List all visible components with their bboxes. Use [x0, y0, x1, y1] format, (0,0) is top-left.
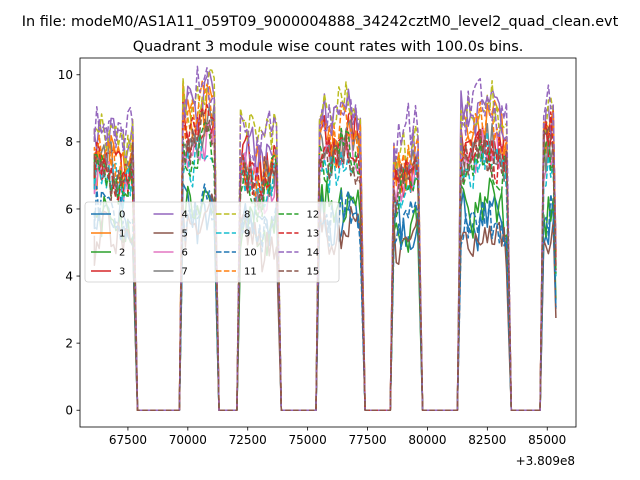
legend-label-7: 7: [182, 267, 188, 278]
series-line-15: [93, 109, 557, 411]
legend-box: [84, 201, 340, 283]
y-tick-label: 4: [65, 269, 73, 283]
x-tick-label: 77500: [348, 433, 386, 447]
series-line-13: [93, 103, 557, 411]
y-axis: 0 2 4 6 8 10: [58, 68, 80, 418]
legend-label-4: 4: [182, 210, 188, 221]
legend-label-13: 13: [307, 229, 320, 240]
y-tick-label: 0: [65, 404, 73, 418]
figure-suptitle: In file: modeM0/AS1A11_059T09_9000004888…: [22, 14, 619, 30]
series-layer: [93, 65, 557, 411]
legend-label-0: 0: [119, 210, 125, 221]
legend-label-10: 10: [244, 248, 257, 259]
legend-label-2: 2: [119, 248, 125, 259]
plot-frame: [79, 57, 577, 428]
legend-label-11: 11: [244, 267, 257, 278]
x-tick-label: 67500: [109, 433, 147, 447]
x-tick-label: 75000: [289, 433, 327, 447]
legend-label-15: 15: [307, 267, 320, 278]
y-tick-label: 8: [65, 135, 73, 149]
series-line-8: [93, 69, 557, 411]
y-tick-label: 2: [65, 336, 73, 350]
legend-label-1: 1: [119, 229, 125, 240]
series-line-9: [93, 131, 557, 411]
legend-label-14: 14: [307, 248, 320, 259]
legend-label-8: 8: [244, 210, 250, 221]
y-tick-label: 6: [65, 202, 73, 216]
x-tick-label: 72500: [229, 433, 267, 447]
legend-label-5: 5: [182, 229, 188, 240]
x-axis: 67500 70000 72500 75000 77500 80000 82500 85000: [109, 427, 566, 447]
x-offset-text: +3.809e8: [516, 454, 575, 468]
legend-label-3: 3: [119, 267, 125, 278]
y-tick-label: 10: [58, 68, 73, 82]
x-tick-label: 70000: [169, 433, 207, 447]
series-line-14: [93, 65, 557, 411]
legend-label-9: 9: [244, 229, 250, 240]
chart-title: Quadrant 3 module wise count rates with …: [133, 39, 524, 55]
legend-label-12: 12: [307, 210, 320, 221]
legend-label-6: 6: [182, 248, 188, 259]
x-tick-label: 85000: [528, 433, 566, 447]
x-tick-label: 82500: [468, 433, 506, 447]
x-tick-label: 80000: [408, 433, 446, 447]
